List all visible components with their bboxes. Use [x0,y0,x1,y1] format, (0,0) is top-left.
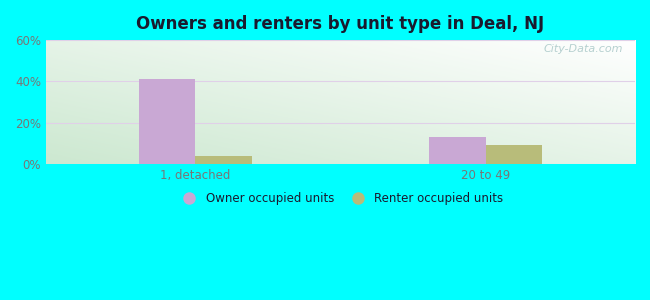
Bar [486,145,542,164]
Legend: Owner occupied units, Renter occupied units: Owner occupied units, Renter occupied un… [173,188,508,210]
Bar [196,156,252,164]
Title: Owners and renters by unit type in Deal, NJ: Owners and renters by unit type in Deal,… [136,15,545,33]
Bar [429,137,486,164]
Bar [139,79,196,164]
Text: City-Data.com: City-Data.com [543,44,623,54]
